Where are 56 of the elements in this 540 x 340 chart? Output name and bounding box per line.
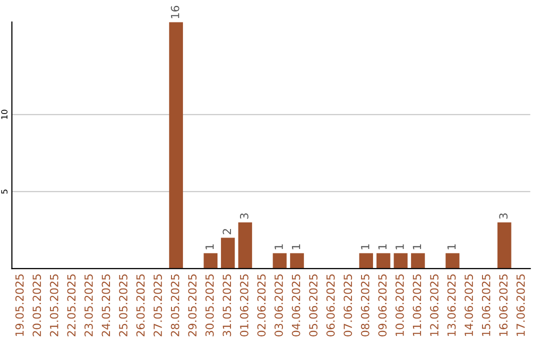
x-tick-label: 19.05.2025 <box>15 274 24 336</box>
y-tick-label: 10 <box>1 110 8 119</box>
bar <box>272 253 287 269</box>
bar <box>290 253 304 269</box>
bar <box>376 253 390 269</box>
x-tick-label: 07.06.2025 <box>344 274 352 336</box>
data-label: 1 <box>361 244 370 250</box>
x-tick-label: 27.05.2025 <box>154 274 162 336</box>
x-tick-label: 31.05.2025 <box>222 274 232 336</box>
data-label: 1 <box>274 244 283 250</box>
data-label: 1 <box>378 244 386 250</box>
x-tick-label: 23.05.2025 <box>84 274 93 336</box>
data-label: 1 <box>206 244 214 250</box>
bar <box>220 238 235 269</box>
bar <box>446 253 460 269</box>
data-label: 1 <box>447 244 456 250</box>
x-tick-label: 04.06.2025 <box>292 274 300 336</box>
x-tick-label: 22.05.2025 <box>67 274 76 336</box>
x-tick-label: 13.06.2025 <box>447 274 456 336</box>
y-tick-label: 5 <box>1 190 8 194</box>
bar <box>169 22 183 269</box>
bar <box>204 253 218 269</box>
data-label: 1 <box>412 244 422 250</box>
data-label: 3 <box>499 213 508 219</box>
x-tick-label: 17.06.2025 <box>516 274 525 336</box>
data-label: 1 <box>292 244 300 250</box>
x-tick-label: 21.05.2025 <box>50 274 58 336</box>
x-tick-label: 10.06.2025 <box>396 274 404 336</box>
x-tick-label: 30.05.2025 <box>205 274 214 336</box>
x-tick-label: 28.05.2025 <box>170 274 180 336</box>
x-tick-label: 16.06.2025 <box>499 274 508 336</box>
x-tick-label: 01.06.2025 <box>240 274 248 336</box>
x-tick-label: 20.05.2025 <box>32 274 42 336</box>
bar <box>359 253 374 269</box>
x-tick-label: 05.06.2025 <box>309 274 318 336</box>
bar <box>411 253 425 269</box>
x-tick-label: 06.06.2025 <box>326 274 335 336</box>
x-tick-label: 12.06.2025 <box>430 274 438 336</box>
x-tick-label: 15.06.2025 <box>482 274 490 336</box>
x-tick-label: 29.05.2025 <box>188 274 197 336</box>
x-tick-label: 02.06.2025 <box>257 274 266 336</box>
bar <box>238 222 252 269</box>
x-tick-label: 03.06.2025 <box>274 274 283 336</box>
x-tick-label: 09.06.2025 <box>378 274 387 336</box>
data-label: 1 <box>396 244 404 250</box>
bar <box>497 222 512 269</box>
x-tick-label: 08.06.2025 <box>360 274 370 336</box>
x-tick-label: 24.05.2025 <box>102 274 110 336</box>
data-label: 2 <box>222 229 231 234</box>
x-tick-label: 25.05.2025 <box>119 274 128 336</box>
bar <box>394 253 408 269</box>
x-tick-label: 14.06.2025 <box>464 274 474 336</box>
x-tick-label: 26.05.2025 <box>136 274 145 336</box>
x-tick-label: 11.06.2025 <box>412 274 422 336</box>
data-label: 16 <box>170 6 180 18</box>
data-label: 3 <box>240 213 248 219</box>
